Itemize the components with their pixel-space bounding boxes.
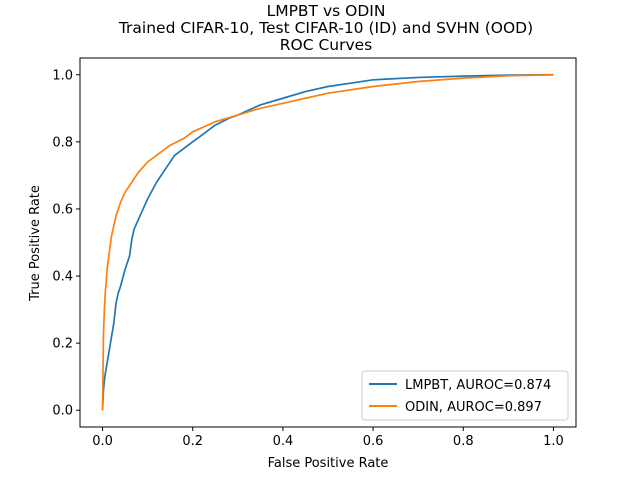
y-axis-ticks: 0.0 0.2 0.4 0.6 0.8 1.0: [52, 68, 80, 419]
chart-title-line-3: ROC Curves: [280, 36, 373, 54]
x-axis-ticks: 0.0 0.2 0.4 0.6 0.8 1.0: [92, 427, 564, 449]
legend: LMPBT, AUROC=0.874 ODIN, AUROC=0.897: [361, 370, 569, 421]
y-tick-label: 1.0: [52, 68, 73, 83]
chart-title: LMPBT vs ODIN Trained CIFAR-10, Test CIF…: [118, 2, 533, 54]
legend-label-odin: ODIN, AUROC=0.897: [405, 400, 542, 415]
x-tick-label: 0.6: [363, 434, 384, 449]
x-tick-label: 0.8: [453, 434, 474, 449]
series-group: [101, 73, 554, 411]
x-tick-label: 0.0: [92, 434, 113, 449]
legend-label-lmpbt: LMPBT, AUROC=0.874: [405, 378, 551, 393]
y-tick-label: 0.2: [52, 337, 73, 352]
y-tick-label: 0.6: [52, 202, 73, 217]
chart-title-line-2: Trained CIFAR-10, Test CIFAR-10 (ID) and…: [118, 19, 533, 37]
y-axis-label: True Positive Rate: [28, 185, 43, 302]
y-tick-label: 0.4: [52, 270, 73, 285]
x-axis-label: False Positive Rate: [268, 456, 389, 471]
chart-title-line-1: LMPBT vs ODIN: [267, 2, 386, 20]
y-tick-label: 0.8: [52, 135, 73, 150]
y-tick-label: 0.0: [52, 404, 73, 419]
series-line-0: [101, 73, 554, 411]
plot-area-frame: [79, 57, 577, 428]
x-tick-label: 0.2: [182, 434, 203, 449]
x-tick-label: 0.4: [273, 434, 294, 449]
legend-frame: [361, 370, 569, 421]
series-line-1: [101, 73, 554, 411]
x-tick-label: 1.0: [543, 434, 564, 449]
